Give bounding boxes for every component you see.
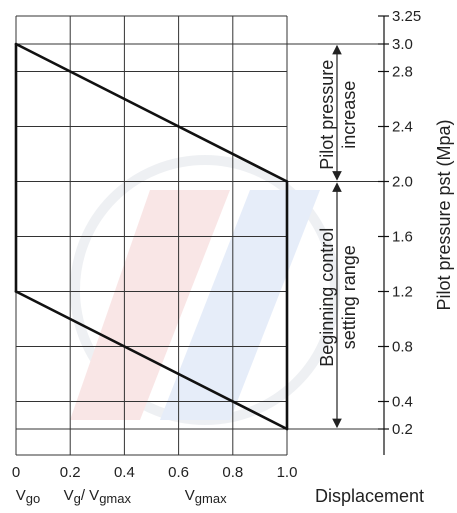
data-series: [14, 42, 289, 431]
x-sublabel-0: Vgo: [16, 487, 40, 506]
y-tick-label-6: 1.2: [392, 284, 413, 301]
y-tick-label-8: 0.4: [392, 394, 413, 411]
series-line-1: [14, 290, 289, 431]
x-tick-label-3: 0.6: [168, 464, 189, 481]
y-tick-label-7: 0.8: [392, 339, 413, 356]
x-tick-label-2: 0.4: [114, 464, 135, 481]
y-tick-label-3: 2.4: [392, 119, 413, 136]
y-tick-label-5: 1.6: [392, 229, 413, 246]
y-tick-label-4: 2.0: [392, 174, 413, 191]
x-tick-label-4: 0.8: [222, 464, 243, 481]
annotation-label-0: Pilot pressure increase: [317, 60, 359, 170]
x-tick-label-5: 1.0: [277, 464, 298, 481]
y-tick-label-2: 2.8: [392, 64, 413, 81]
watermark-logo: [70, 155, 340, 425]
y-tick-label-9: 0.2: [392, 421, 413, 438]
y-tick-label-1: 3.0: [392, 36, 413, 53]
x-sublabel-2: Vgmax: [185, 487, 227, 506]
x-tick-label-0: 0: [12, 464, 20, 481]
x-tick-label-1: 0.2: [60, 464, 81, 481]
y-axis-label: Pilot pressure pst (Mpa): [434, 119, 454, 310]
range-annotations: Pilot pressure increase Beginning control s…: [317, 44, 359, 429]
y-tick-label-0: 3.25: [392, 8, 421, 25]
x-tick-labels: 0 0.2 0.4 0.6 0.8 1.0 Vgo Vg/ Vgmax Vgmax: [12, 464, 298, 506]
annotation-label-1: Beginning control setting range: [317, 228, 359, 367]
x-axis-label: Displacement: [315, 486, 424, 506]
x-sublabel-1: Vg/ Vgmax: [64, 487, 132, 506]
y-tick-labels: 3.25 3.0 2.8 2.4 2.0 1.6 1.2 0.8 0.4 0.2: [392, 8, 421, 438]
series-line-0: [14, 42, 289, 183]
grid-lines: [15, 15, 384, 456]
right-pressure-axis: [378, 15, 389, 455]
